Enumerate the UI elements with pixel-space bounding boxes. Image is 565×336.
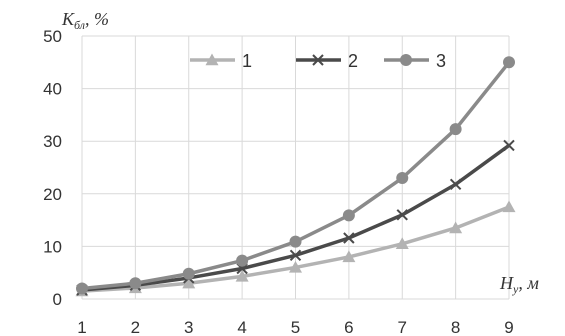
y-tick-label: 40 <box>43 80 62 99</box>
data-point-circle <box>449 123 462 136</box>
data-point-triangle <box>289 260 302 273</box>
data-point-circle <box>503 56 515 69</box>
data-point-x <box>343 232 355 244</box>
data-point-x <box>312 54 324 66</box>
data-point-x <box>503 139 515 152</box>
x-axis-title: Hy, м <box>499 273 539 296</box>
x-marker-stroke <box>449 178 462 191</box>
legend-item-1: 1 <box>190 51 252 71</box>
legend-label: 1 <box>242 51 252 71</box>
data-point-triangle <box>182 276 196 289</box>
y-tick-label: 10 <box>43 237 62 256</box>
x-tick-labels: 1 2 3 4 5 6 7 8 9 <box>77 318 513 336</box>
x-marker-stroke <box>396 209 408 221</box>
x-marker-stroke <box>312 54 324 66</box>
data-point-triangle <box>395 237 409 249</box>
x-tick-label: 3 <box>184 318 193 336</box>
data-point-triangle <box>205 53 219 66</box>
data-point-triangle <box>449 221 463 234</box>
data-point-x <box>289 249 302 262</box>
y-tick-label: 30 <box>43 132 62 151</box>
legend-label: 3 <box>436 51 446 71</box>
x-tick-label: 6 <box>344 318 353 336</box>
x-tick-label: 5 <box>291 318 300 336</box>
y-tick-label: 20 <box>43 185 62 204</box>
data-series <box>75 56 516 297</box>
x-marker-stroke <box>503 139 515 152</box>
x-tick-label: 9 <box>504 318 513 336</box>
x-tick-label: 8 <box>451 318 460 336</box>
x-marker-stroke <box>289 249 302 262</box>
legend-label: 2 <box>348 51 358 71</box>
y-tick-label: 0 <box>53 290 62 309</box>
data-point-triangle <box>502 200 516 213</box>
data-point-circle <box>342 209 355 222</box>
x-tick-label: 4 <box>237 318 246 336</box>
legend: 1 2 3 <box>190 51 446 71</box>
data-point-circle <box>236 254 249 267</box>
data-point-triangle <box>235 269 249 282</box>
data-point-circle <box>289 235 302 248</box>
data-point-x <box>449 178 462 191</box>
x-tick-label: 1 <box>77 318 86 336</box>
y-axis-title: Kбл, % <box>61 9 109 32</box>
data-point-triangle <box>342 250 356 263</box>
grid-lines <box>81 35 510 300</box>
data-point-circle <box>396 172 409 185</box>
data-point-circle <box>182 267 195 280</box>
series-3 <box>76 56 515 295</box>
legend-item-2: 2 <box>296 51 358 71</box>
x-tick-label: 2 <box>131 318 140 336</box>
data-point-circle <box>129 277 142 290</box>
data-point-x <box>396 209 408 221</box>
data-point-circle <box>400 54 412 66</box>
y-tick-labels: 0 10 20 30 40 50 <box>43 27 62 309</box>
x-marker-stroke <box>343 232 355 244</box>
x-tick-label: 7 <box>398 318 407 336</box>
y-tick-label: 50 <box>43 27 62 46</box>
legend-item-3: 3 <box>384 51 446 71</box>
data-point-circle <box>76 282 88 295</box>
